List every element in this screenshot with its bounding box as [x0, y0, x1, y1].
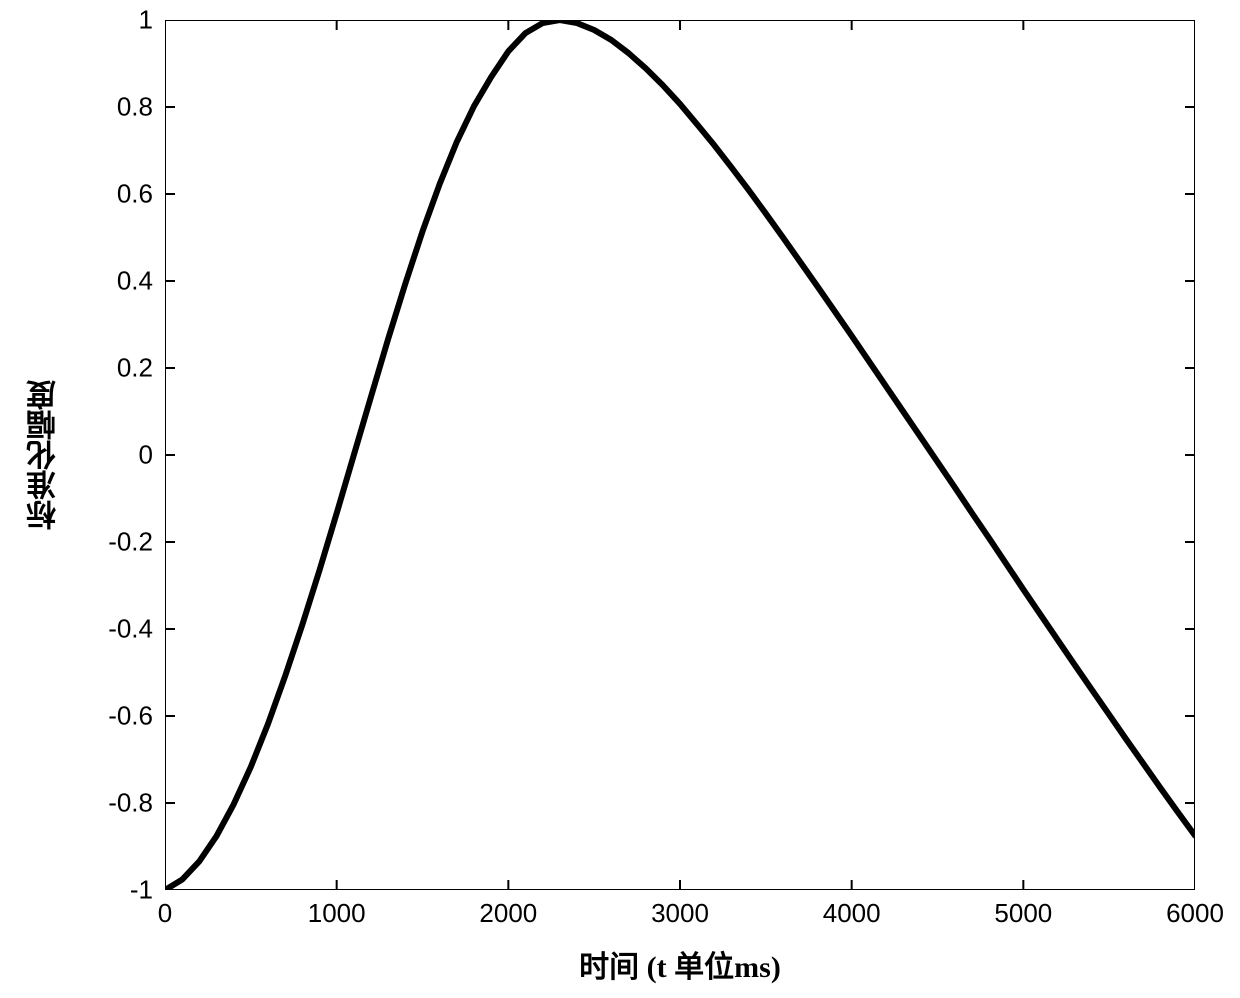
x-tick-label: 1000 — [308, 898, 366, 929]
plot-area — [165, 20, 1195, 890]
y-tick-label: 0.4 — [117, 266, 153, 297]
x-tick-label: 5000 — [994, 898, 1052, 929]
y-tick-label: 0 — [139, 440, 153, 471]
plot-svg — [165, 20, 1195, 890]
y-tick-label: 0.2 — [117, 353, 153, 384]
x-tick-label: 0 — [158, 898, 172, 929]
y-tick-label: -0.6 — [108, 701, 153, 732]
y-tick-label: -0.8 — [108, 788, 153, 819]
x-tick-label: 4000 — [823, 898, 881, 929]
y-tick-label: -1 — [130, 875, 153, 906]
y-tick-label: -0.2 — [108, 527, 153, 558]
x-tick-label: 2000 — [479, 898, 537, 929]
y-tick-label: 1 — [139, 5, 153, 36]
y-tick-label: 0.6 — [117, 179, 153, 210]
y-axis-label: 标准化幅度 — [23, 380, 67, 530]
figure: 标准化幅度 时间 (t 单位ms) 0 1000 2000 3000 4000 5000 6… — [0, 0, 1240, 998]
x-tick-label: 3000 — [651, 898, 709, 929]
y-tick-label: 0.8 — [117, 92, 153, 123]
x-axis-label: 时间 (t 单位ms) — [579, 942, 781, 986]
y-tick-label: -0.4 — [108, 614, 153, 645]
x-tick-label: 6000 — [1166, 898, 1224, 929]
